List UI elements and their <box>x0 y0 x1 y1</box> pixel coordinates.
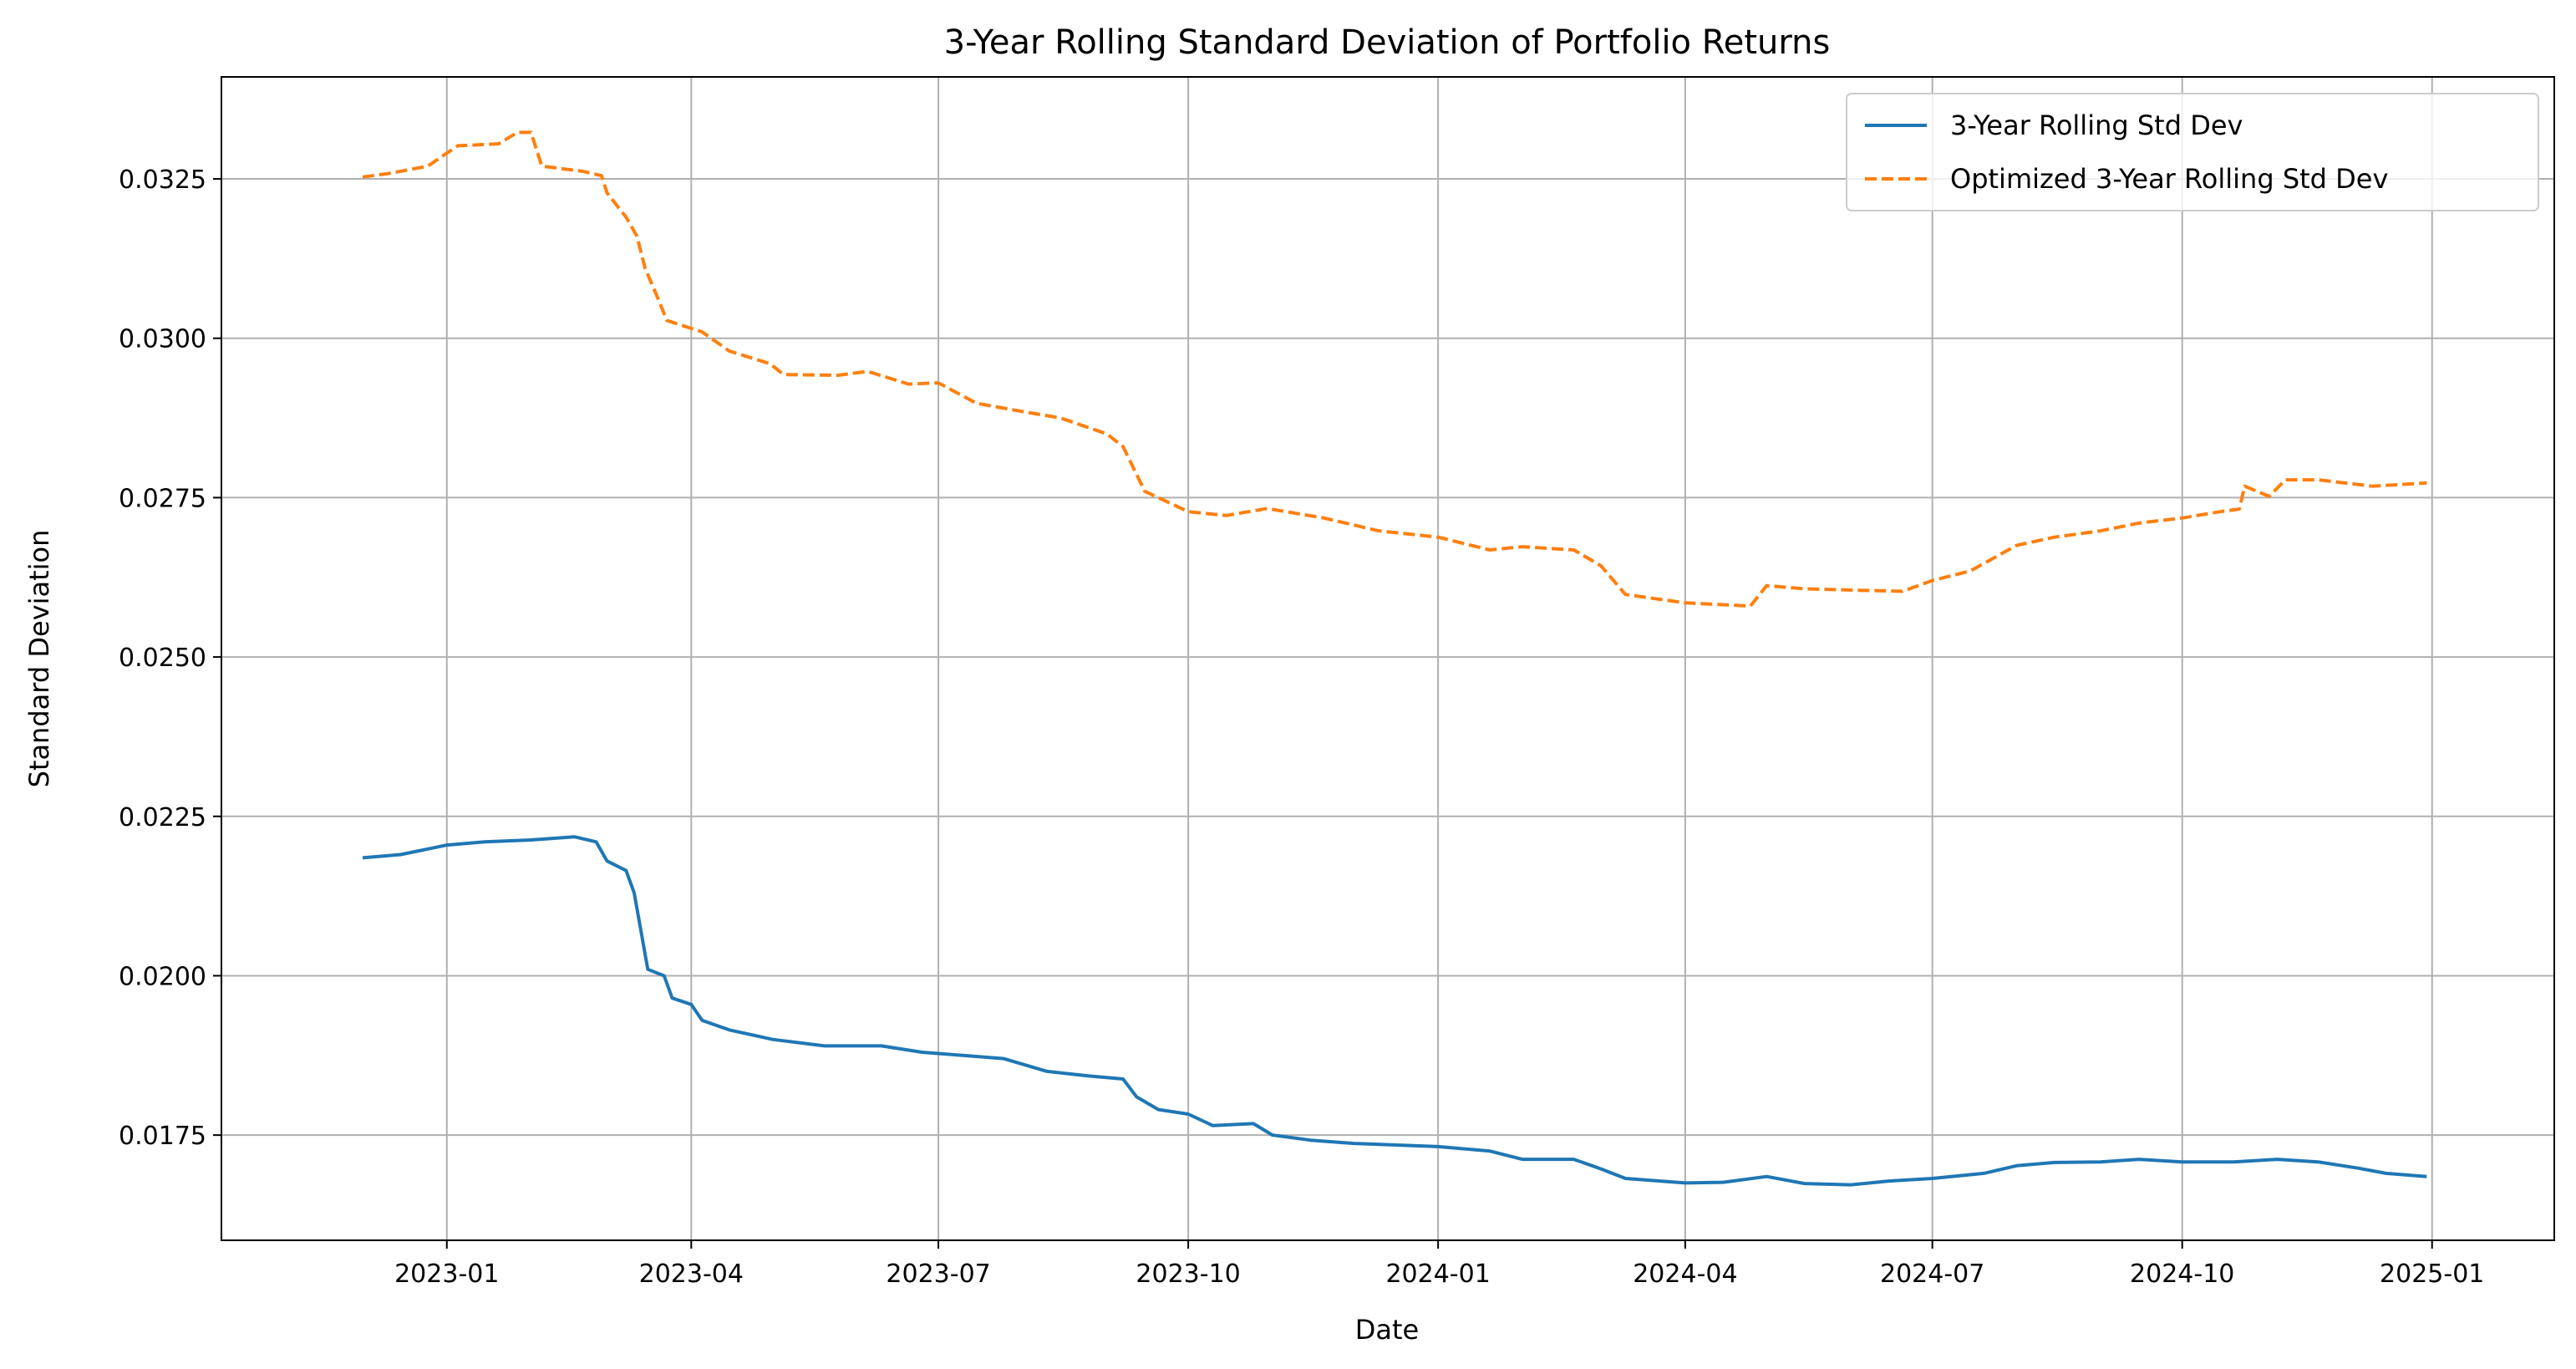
legend-label-optimized-std: Optimized 3-Year Rolling Std Dev <box>1950 163 2388 195</box>
y-axis-ticks: 0.0175 0.0200 0.0225 0.0250 0.0275 0.0300 0.03… <box>119 165 221 1151</box>
x-tick-label: 2024-04 <box>1633 1260 1737 1289</box>
y-axis-label: Standard Deviation <box>23 530 55 788</box>
legend-label-rolling-std: 3-Year Rolling Std Dev <box>1950 109 2243 141</box>
chart-title: 3-Year Rolling Standard Deviation of Por… <box>944 23 1831 62</box>
x-tick-label: 2023-01 <box>394 1260 499 1289</box>
series-line-rolling-std <box>362 835 2427 1187</box>
series-layer <box>362 130 2427 1187</box>
x-tick-label: 2023-07 <box>886 1260 990 1289</box>
series-line-optimized-std <box>362 130 2427 608</box>
grid-lines <box>221 77 2554 1240</box>
y-tick-label: 0.0250 <box>119 644 206 673</box>
x-tick-label: 2024-07 <box>1880 1260 1984 1289</box>
plot-frame <box>221 76 2555 1241</box>
x-tick-label: 2024-10 <box>2130 1260 2234 1289</box>
x-tick-label: 2023-10 <box>1136 1260 1240 1289</box>
x-tick-label: 2023-04 <box>639 1260 744 1289</box>
legend-box <box>1846 93 2539 211</box>
x-axis-ticks: 2023-01 2023-04 2023-07 2023-10 2024-01 2024-… <box>394 1240 2484 1289</box>
legend: 3-Year Rolling Std Dev Optimized 3-Year … <box>1846 93 2539 211</box>
y-tick-label: 0.0325 <box>119 165 206 195</box>
y-tick-label: 0.0175 <box>119 1122 206 1151</box>
x-tick-label: 2025-01 <box>2380 1260 2484 1289</box>
y-tick-label: 0.0275 <box>119 484 206 513</box>
x-axis-label: Date <box>1355 1314 1419 1346</box>
y-tick-label: 0.0200 <box>119 962 206 991</box>
y-tick-label: 0.0300 <box>119 325 206 354</box>
x-tick-label: 2024-01 <box>1385 1260 1490 1289</box>
y-tick-label: 0.0225 <box>119 803 206 832</box>
